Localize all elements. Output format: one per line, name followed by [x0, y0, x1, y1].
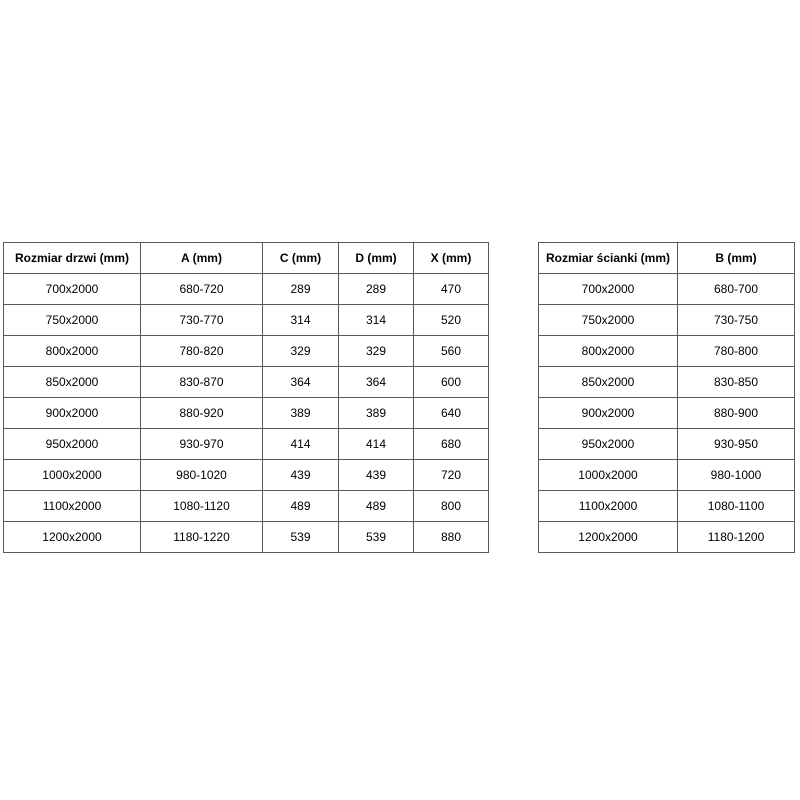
table-cell: 680-700 — [677, 273, 795, 305]
table-row: 850x2000 830-850 — [538, 366, 795, 398]
table-cell: 1000x2000 — [538, 459, 678, 491]
column-header: Rozmiar drzwi (mm) — [3, 242, 141, 274]
table-cell: 830-850 — [677, 366, 795, 398]
table-row: 800x2000 780-800 — [538, 335, 795, 367]
table-cell: 930-970 — [140, 428, 263, 460]
table-cell: 880 — [413, 521, 489, 553]
table-cell: 680-720 — [140, 273, 263, 305]
table-row: 900x2000 880-920 389 389 640 — [3, 397, 489, 429]
column-header: C (mm) — [262, 242, 339, 274]
table-cell: 950x2000 — [538, 428, 678, 460]
table-row: 1100x2000 1080-1100 — [538, 490, 795, 522]
table-cell: 389 — [338, 397, 414, 429]
table-cell: 730-750 — [677, 304, 795, 336]
table-cell: 289 — [338, 273, 414, 305]
table-cell: 1080-1120 — [140, 490, 263, 522]
table-cell: 1180-1220 — [140, 521, 263, 553]
table-row: 950x2000 930-950 — [538, 428, 795, 460]
table-cell: 930-950 — [677, 428, 795, 460]
table-cell: 389 — [262, 397, 339, 429]
column-header: D (mm) — [338, 242, 414, 274]
table-row: 700x2000 680-700 — [538, 273, 795, 305]
header-row: Rozmiar drzwi (mm) A (mm) C (mm) D (mm) X (m… — [3, 242, 489, 274]
table-cell: 414 — [262, 428, 339, 460]
table-cell: 880-920 — [140, 397, 263, 429]
table-cell: 800x2000 — [3, 335, 141, 367]
table-cell: 850x2000 — [538, 366, 678, 398]
table-cell: 489 — [338, 490, 414, 522]
table-row: 950x2000 930-970 414 414 680 — [3, 428, 489, 460]
table-cell: 680 — [413, 428, 489, 460]
table-cell: 980-1020 — [140, 459, 263, 491]
table-cell: 700x2000 — [538, 273, 678, 305]
table-cell: 850x2000 — [3, 366, 141, 398]
table-row: 1200x2000 1180-1220 539 539 880 — [3, 521, 489, 553]
table-cell: 439 — [262, 459, 339, 491]
table-row: 750x2000 730-770 314 314 520 — [3, 304, 489, 336]
table-cell: 720 — [413, 459, 489, 491]
table-cell: 329 — [262, 335, 339, 367]
table-row: 1100x2000 1080-1120 489 489 800 — [3, 490, 489, 522]
table-cell: 900x2000 — [3, 397, 141, 429]
table-row: 1000x2000 980-1020 439 439 720 — [3, 459, 489, 491]
table-cell: 640 — [413, 397, 489, 429]
table-cell: 439 — [338, 459, 414, 491]
column-header: Rozmiar ścianki (mm) — [538, 242, 678, 274]
door-size-table: Rozmiar drzwi (mm) A (mm) C (mm) D (mm) X (m… — [3, 242, 489, 553]
table-row: 1200x2000 1180-1200 — [538, 521, 795, 553]
table-cell: 730-770 — [140, 304, 263, 336]
table-cell: 880-900 — [677, 397, 795, 429]
table-cell: 314 — [262, 304, 339, 336]
table-cell: 830-870 — [140, 366, 263, 398]
table-cell: 520 — [413, 304, 489, 336]
table-cell: 414 — [338, 428, 414, 460]
table-cell: 364 — [262, 366, 339, 398]
table-row: 850x2000 830-870 364 364 600 — [3, 366, 489, 398]
table-cell: 470 — [413, 273, 489, 305]
table-cell: 700x2000 — [3, 273, 141, 305]
table-cell: 750x2000 — [3, 304, 141, 336]
table-row: 700x2000 680-720 289 289 470 — [3, 273, 489, 305]
table-cell: 1100x2000 — [3, 490, 141, 522]
table-cell: 1200x2000 — [3, 521, 141, 553]
column-header: B (mm) — [677, 242, 795, 274]
table-cell: 539 — [338, 521, 414, 553]
table-cell: 314 — [338, 304, 414, 336]
table-cell: 1000x2000 — [3, 459, 141, 491]
table-cell: 1200x2000 — [538, 521, 678, 553]
wall-size-table: Rozmiar ścianki (mm) B (mm) 700x2000 680-7… — [538, 242, 795, 553]
table-cell: 980-1000 — [677, 459, 795, 491]
table-cell: 600 — [413, 366, 489, 398]
column-header: X (mm) — [413, 242, 489, 274]
table-cell: 364 — [338, 366, 414, 398]
table-cell: 539 — [262, 521, 339, 553]
table-cell: 780-820 — [140, 335, 263, 367]
table-cell: 289 — [262, 273, 339, 305]
table-cell: 1100x2000 — [538, 490, 678, 522]
table-row: 1000x2000 980-1000 — [538, 459, 795, 491]
table-cell: 329 — [338, 335, 414, 367]
table-row: 900x2000 880-900 — [538, 397, 795, 429]
table-cell: 560 — [413, 335, 489, 367]
table-row: 800x2000 780-820 329 329 560 — [3, 335, 489, 367]
table-cell: 900x2000 — [538, 397, 678, 429]
table-cell: 800 — [413, 490, 489, 522]
table-row: 750x2000 730-750 — [538, 304, 795, 336]
column-header: A (mm) — [140, 242, 263, 274]
table-cell: 489 — [262, 490, 339, 522]
table-cell: 800x2000 — [538, 335, 678, 367]
table-cell: 750x2000 — [538, 304, 678, 336]
table-cell: 1180-1200 — [677, 521, 795, 553]
table-cell: 1080-1100 — [677, 490, 795, 522]
table-cell: 950x2000 — [3, 428, 141, 460]
header-row: Rozmiar ścianki (mm) B (mm) — [538, 242, 795, 274]
table-cell: 780-800 — [677, 335, 795, 367]
